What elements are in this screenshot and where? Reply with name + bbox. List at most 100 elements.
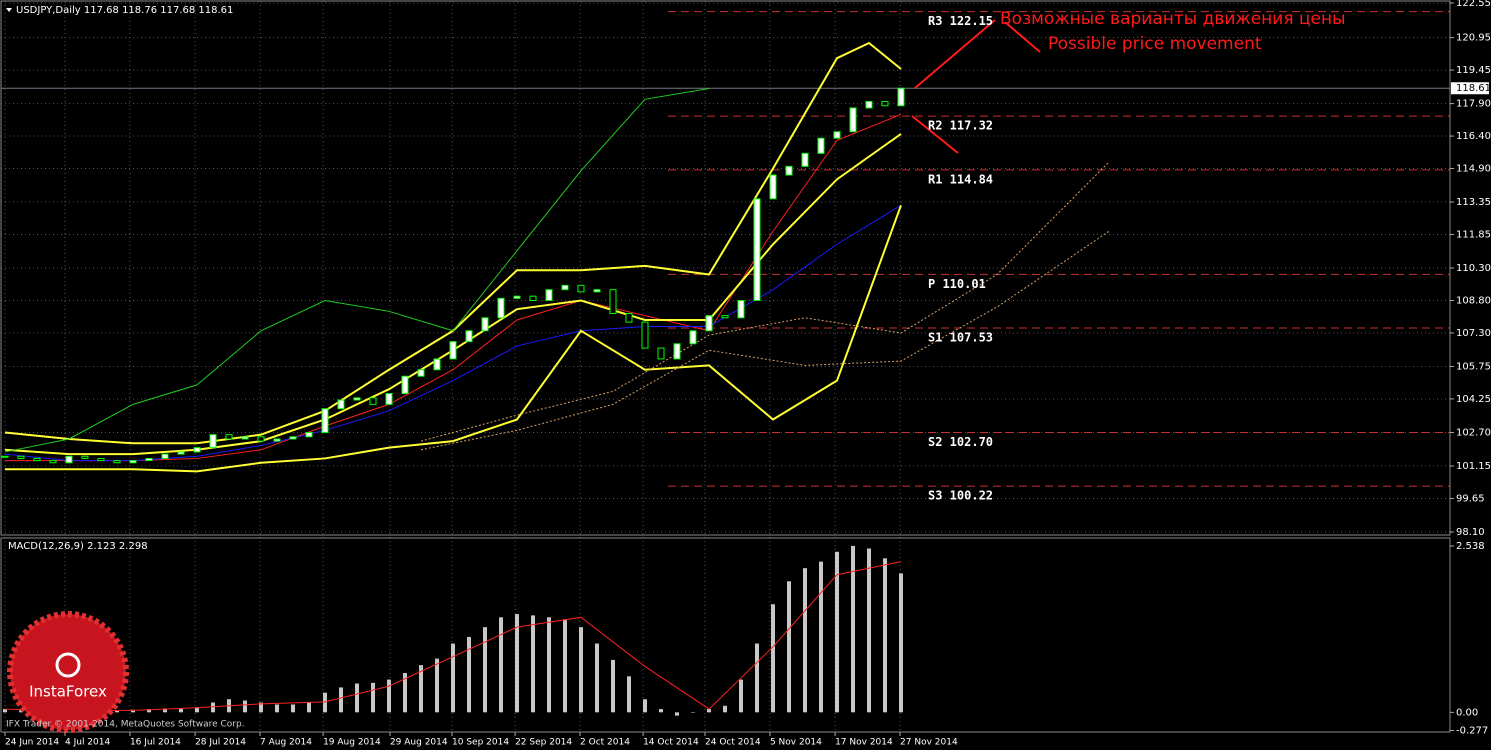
- histogram-bar: [307, 702, 311, 713]
- y-tick-label: 98.10: [1456, 527, 1485, 538]
- candle: [689, 330, 697, 345]
- histogram-bar: [803, 568, 807, 713]
- indicator-line: [5, 113, 902, 462]
- x-tick-label: 28 Jul 2014: [195, 738, 246, 748]
- pointer: [1004, 21, 1041, 53]
- candle: [321, 408, 329, 433]
- histogram-bar: [579, 627, 583, 713]
- indicator-line: [4, 87, 710, 453]
- histogram-bar: [163, 708, 167, 713]
- histogram-bar: [691, 712, 695, 713]
- histogram-bar: [291, 704, 295, 713]
- candle: [849, 107, 857, 133]
- histogram-bar: [643, 699, 647, 713]
- y-tick-label: 0.00: [1456, 707, 1478, 718]
- histogram-bar: [819, 561, 823, 713]
- candle: [625, 312, 633, 323]
- candle: [865, 100, 873, 109]
- histogram-bar: [195, 707, 199, 713]
- candle: [113, 460, 121, 464]
- x-tick-label: 2 Oct 2014: [580, 738, 630, 748]
- candle: [401, 375, 409, 395]
- pivot-label: R2 117.32: [928, 119, 993, 133]
- candle: [33, 457, 41, 462]
- candle: [385, 393, 393, 405]
- candle: [785, 165, 793, 176]
- x-tick-label: 27 Nov 2014: [900, 738, 958, 748]
- indicator-line: [4, 561, 902, 712]
- histogram-bar: [483, 627, 487, 713]
- y-tick-label: 122.55: [1456, 0, 1491, 9]
- histogram-bar: [723, 705, 727, 713]
- candle: [81, 455, 89, 459]
- candle: [721, 315, 729, 319]
- candle: [513, 295, 521, 299]
- arrow-up: [914, 19, 996, 89]
- histogram-bar: [275, 704, 279, 713]
- x-tick-label: 16 Jul 2014: [130, 738, 181, 748]
- histogram-bar: [419, 665, 423, 713]
- indicator-line: [5, 204, 902, 473]
- y-tick-label: 120.95: [1456, 33, 1491, 44]
- histogram-bar: [835, 551, 839, 713]
- candle: [561, 284, 569, 291]
- histogram-bar: [467, 636, 471, 713]
- histogram-bar: [739, 679, 743, 713]
- x-tick-label: 10 Sep 2014: [452, 738, 509, 748]
- plot: [1, 41, 1110, 716]
- histogram-bar: [211, 702, 215, 713]
- candle: [369, 397, 377, 405]
- x-tick-label: 24 Jun 2014: [5, 738, 59, 748]
- histogram-bar: [899, 573, 903, 713]
- histogram-bar: [531, 615, 535, 713]
- candle: [337, 399, 345, 410]
- candle: [305, 431, 313, 438]
- candle: [225, 434, 233, 440]
- pivot-label: R3 122.15: [928, 14, 993, 28]
- candle: [673, 343, 681, 360]
- y-tick-label: 117.90: [1456, 99, 1491, 110]
- histogram-bar: [771, 604, 775, 713]
- histogram-bar: [755, 643, 759, 713]
- indicator-line: [420, 230, 1110, 451]
- logo-badge: [7, 611, 129, 733]
- header: USDJPY,Daily 117.68 118.76 117.68 118.61: [16, 5, 233, 16]
- candle: [65, 455, 73, 464]
- histogram-bar: [547, 617, 551, 713]
- logo-text: InstaForex: [29, 683, 107, 701]
- candle: [209, 434, 217, 449]
- y-tick-label: 99.65: [1456, 493, 1485, 504]
- histogram-bar: [147, 709, 151, 713]
- candle: [641, 321, 649, 349]
- footer: IFX Trader © 2001-2014, MetaQuotes Softw…: [6, 720, 245, 730]
- last-price: 118.61: [1456, 83, 1491, 94]
- y-tick-label: 101.15: [1456, 461, 1491, 472]
- candle: [289, 436, 297, 440]
- candle: [353, 397, 361, 401]
- arrow-down: [911, 115, 959, 154]
- last-price-box: [1451, 82, 1489, 95]
- y-tick-label: 119.45: [1456, 65, 1491, 76]
- y-tick-label: 2.538: [1456, 541, 1485, 552]
- candle: [497, 297, 505, 319]
- candle: [481, 317, 489, 332]
- menu-arrow: [6, 8, 12, 12]
- histogram-bar: [339, 687, 343, 713]
- candle: [545, 289, 553, 301]
- histogram-bar: [403, 673, 407, 713]
- candle: [897, 87, 905, 107]
- macd-title: MACD(12,26,9) 2.123 2.298: [8, 541, 148, 552]
- candle: [97, 457, 105, 462]
- indicator-line: [4, 41, 902, 445]
- candle: [769, 174, 777, 200]
- candle: [1, 455, 9, 458]
- histogram-bar: [659, 709, 663, 713]
- x-tick-label: 19 Aug 2014: [323, 738, 381, 748]
- x-tick-label: 14 Oct 2014: [643, 738, 699, 748]
- candle: [609, 289, 617, 314]
- candle: [465, 330, 473, 343]
- histogram-bar: [259, 702, 263, 713]
- candle: [449, 341, 457, 360]
